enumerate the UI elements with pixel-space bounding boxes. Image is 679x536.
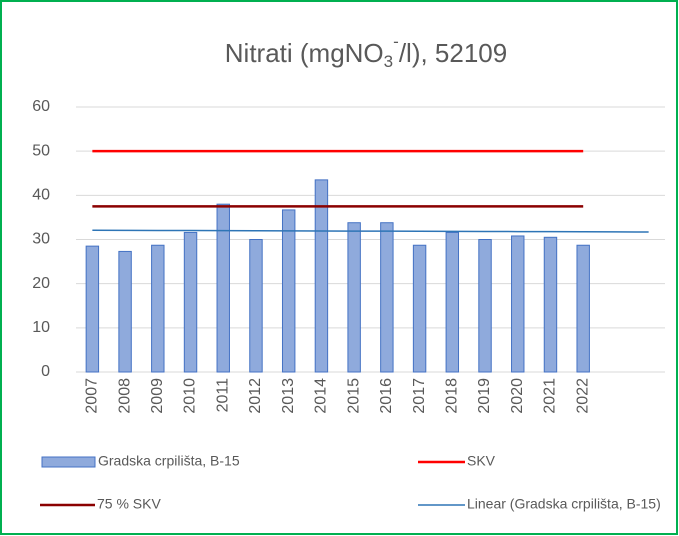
legend-label: Linear (Gradska crpilišta, B-15)	[467, 496, 661, 512]
x-tick-label: 2008	[116, 378, 133, 414]
y-tick-label: 50	[32, 142, 50, 159]
x-tick-label: 2019	[476, 378, 493, 414]
bar	[543, 236, 558, 373]
series-line	[92, 229, 649, 233]
y-tick-label: 10	[32, 319, 50, 336]
bar	[118, 250, 132, 373]
x-tick-label: 2012	[247, 378, 264, 414]
bar	[183, 231, 198, 373]
x-tick-label: 2017	[411, 378, 428, 414]
x-tick-label: 2013	[280, 378, 297, 414]
y-tick-label: 20	[32, 275, 50, 292]
legend-swatch	[41, 456, 96, 468]
bar	[281, 209, 296, 373]
bar	[445, 231, 460, 373]
bar	[380, 222, 394, 373]
x-tick-label: 2022	[574, 378, 591, 414]
x-tick-label: 2018	[444, 378, 461, 414]
x-tick-label: 2009	[149, 378, 166, 414]
title-subscript: 3	[384, 52, 393, 71]
x-tick-label: 2007	[84, 378, 101, 414]
bar	[347, 222, 361, 373]
legend-label: 75 % SKV	[97, 496, 161, 512]
x-tick-label: 2020	[509, 378, 526, 414]
bar	[576, 244, 590, 373]
y-tick-label: 0	[41, 363, 50, 380]
bar	[85, 245, 100, 373]
chart-title: Nitrati (mgNO3-/l), 52109	[225, 32, 507, 71]
x-tick-label: 2016	[378, 378, 395, 414]
x-tick-label: 2010	[182, 378, 199, 414]
bar	[216, 203, 230, 373]
legend-label: Gradska crpilišta, B-15	[98, 453, 240, 469]
title-part: /l), 52109	[399, 38, 507, 68]
bar	[249, 239, 263, 373]
y-tick-label: 60	[32, 98, 50, 115]
y-tick-label: 40	[32, 187, 50, 204]
bar	[511, 235, 525, 373]
x-tick-label: 2014	[313, 378, 330, 414]
legend-label: SKV	[467, 453, 496, 469]
x-tick-label: 2011	[214, 378, 231, 413]
y-tick-label: 30	[32, 231, 50, 248]
bar	[412, 244, 427, 373]
title-part: Nitrati (mgNO	[225, 38, 384, 68]
x-tick-label: 2015	[345, 378, 362, 414]
bar	[151, 244, 165, 373]
title-superscript: -	[393, 32, 399, 51]
bar	[478, 239, 492, 373]
bar	[314, 179, 329, 373]
x-tick-label: 2021	[542, 378, 559, 414]
